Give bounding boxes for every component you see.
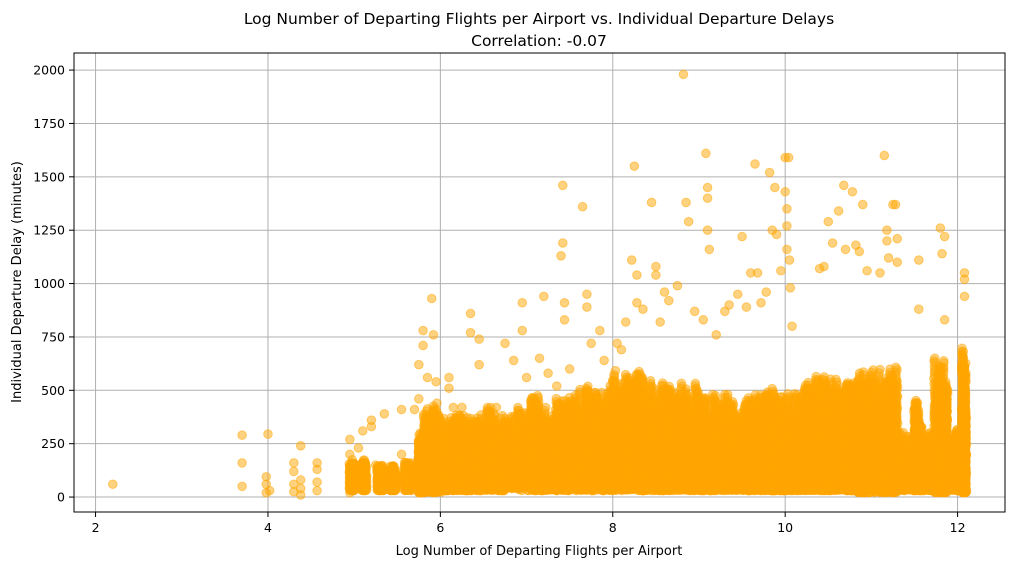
chart-title: Log Number of Departing Flights per Airp… — [244, 10, 834, 28]
data-points — [108, 70, 970, 499]
chart-subtitle: Correlation: -0.07 — [471, 32, 607, 50]
data-point — [420, 426, 429, 435]
